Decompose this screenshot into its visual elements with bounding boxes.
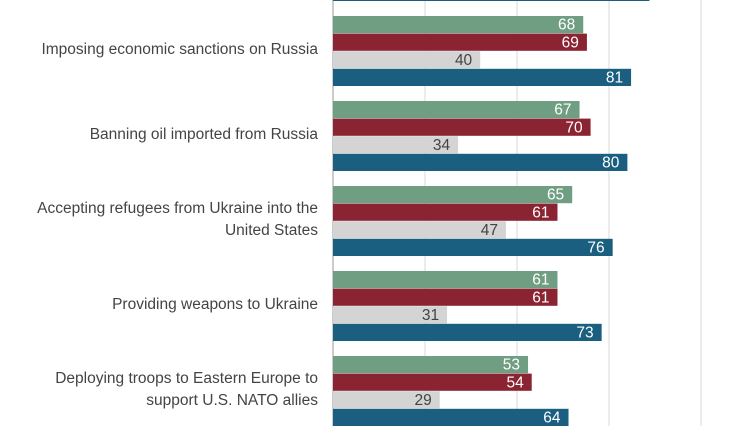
bar — [333, 288, 558, 306]
data-label: 54 — [506, 374, 524, 391]
data-label: 80 — [602, 154, 620, 171]
bar — [333, 51, 481, 69]
data-label: 69 — [562, 34, 579, 51]
bar — [333, 118, 591, 136]
data-label: 67 — [554, 102, 571, 119]
data-label: 61 — [532, 272, 549, 289]
data-label: 68 — [558, 17, 575, 34]
bar — [333, 153, 628, 171]
category-label: Imposing economic sanctions on Russia — [41, 41, 318, 58]
bar — [333, 136, 459, 154]
data-label: 65 — [547, 187, 564, 204]
bar — [333, 373, 532, 391]
data-label: 81 — [606, 69, 623, 86]
bar — [333, 238, 613, 256]
category-label: Accepting refugees from Ukraine into the… — [37, 200, 318, 239]
data-label: 86 — [624, 0, 641, 1]
data-label: 61 — [532, 204, 549, 221]
bar — [333, 271, 558, 289]
category-label: Banning oil imported from Russia — [90, 126, 319, 143]
data-label: 73 — [576, 324, 593, 341]
bar — [333, 0, 650, 1]
data-label: 34 — [433, 137, 451, 154]
bar — [333, 203, 558, 221]
bar — [333, 221, 506, 239]
data-label: 61 — [532, 289, 549, 306]
data-label: 53 — [503, 357, 520, 374]
bar — [333, 408, 569, 426]
bar — [333, 323, 602, 341]
bar — [333, 16, 584, 34]
category-label: Providing weapons to Ukraine — [112, 296, 318, 313]
data-label: 76 — [587, 239, 604, 256]
data-label: 64 — [543, 409, 561, 426]
data-label: 47 — [481, 222, 498, 239]
bar — [333, 186, 573, 204]
bar — [333, 391, 440, 409]
data-label: 31 — [422, 307, 439, 324]
bar — [333, 356, 529, 374]
data-label: 29 — [414, 392, 431, 409]
data-label: 40 — [455, 52, 473, 69]
bar — [333, 101, 580, 119]
category-label: Deploying troops to Eastern Europe to sup… — [55, 370, 318, 409]
bar — [333, 33, 587, 51]
bar — [333, 306, 448, 324]
bar — [333, 68, 632, 86]
data-label: 70 — [565, 119, 583, 136]
